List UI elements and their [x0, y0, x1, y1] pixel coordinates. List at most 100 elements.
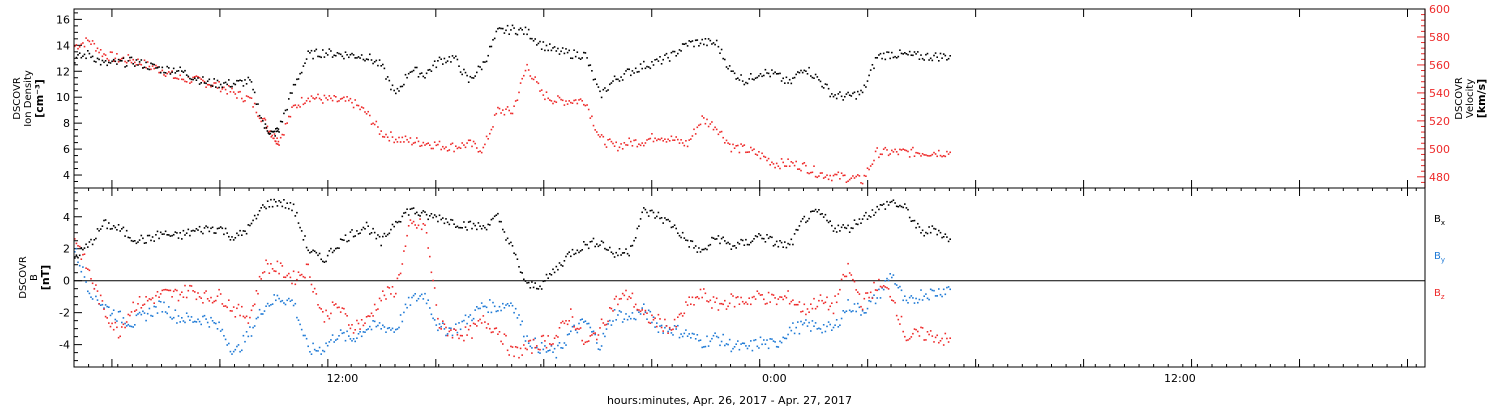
velocity-point — [393, 141, 395, 144]
bz-point — [620, 297, 622, 300]
density-point — [344, 51, 347, 53]
bz-point — [894, 301, 896, 304]
bz-point — [242, 315, 245, 318]
velocity-point — [643, 144, 645, 147]
by-point — [907, 302, 909, 304]
bz-point — [485, 327, 488, 329]
velocity-point — [241, 97, 243, 100]
bz-point — [453, 328, 455, 330]
by-point — [688, 333, 690, 335]
bz-point — [766, 302, 768, 305]
by-point — [918, 298, 921, 301]
velocity-point — [145, 66, 147, 69]
velocity-point — [158, 71, 160, 74]
density-point — [307, 50, 309, 52]
density-point — [169, 73, 172, 75]
by-point — [78, 264, 81, 267]
density-point — [615, 78, 617, 81]
bx-point — [404, 211, 407, 214]
density-point — [414, 66, 416, 69]
bx-point — [176, 232, 178, 234]
by-point — [91, 298, 94, 300]
density-point — [839, 91, 841, 93]
density-point — [592, 78, 595, 81]
by-point — [223, 335, 225, 337]
bz-point — [489, 327, 491, 330]
velocity-point — [626, 144, 629, 146]
bz-point — [278, 272, 280, 275]
by-point — [633, 317, 635, 320]
bz-point — [558, 327, 561, 329]
bx-point — [312, 249, 314, 252]
velocity-point — [873, 159, 875, 162]
bx-point — [681, 231, 684, 234]
by-point — [378, 322, 381, 324]
velocity-point — [446, 150, 449, 152]
bz-point — [257, 292, 259, 295]
bz-point — [417, 224, 420, 227]
velocity-point — [741, 145, 744, 147]
bx-point — [803, 215, 806, 218]
by-point — [508, 305, 510, 307]
velocity-point — [216, 87, 219, 89]
by-point — [373, 320, 376, 323]
by-point — [430, 313, 433, 316]
density-point — [451, 55, 454, 57]
bx-point — [672, 226, 674, 228]
by-point — [717, 336, 720, 339]
by-point — [249, 326, 251, 328]
velocity-point — [947, 153, 950, 155]
velocity-point — [792, 162, 794, 164]
bz-point — [98, 303, 100, 305]
bx-point — [242, 230, 245, 232]
density-point — [427, 69, 429, 71]
bz-point — [309, 276, 311, 278]
density-point — [223, 82, 225, 84]
bx-point — [249, 224, 251, 227]
density-point — [273, 130, 276, 133]
bx-point — [834, 227, 836, 230]
bx-point — [77, 256, 79, 259]
velocity-point — [77, 47, 79, 50]
velocity-point — [871, 163, 874, 165]
bz-point — [458, 337, 460, 340]
velocity-point — [137, 58, 139, 61]
velocity-point — [399, 141, 402, 143]
density-point — [917, 51, 919, 53]
velocity-point — [647, 138, 650, 140]
by-point — [831, 329, 833, 331]
bz-point — [850, 274, 853, 276]
bx-point — [821, 213, 823, 215]
by-point — [171, 318, 173, 320]
by-point — [492, 301, 494, 304]
bx-point — [715, 238, 718, 240]
bz-point — [912, 332, 914, 335]
bx-point — [641, 211, 643, 214]
velocity-point — [365, 113, 368, 115]
velocity-point — [628, 137, 630, 140]
velocity-point — [785, 165, 788, 167]
velocity-point — [83, 45, 86, 48]
left-tick-label: 10 — [56, 91, 70, 104]
velocity-point — [618, 146, 621, 149]
velocity-point — [210, 85, 212, 88]
bx-point — [283, 199, 285, 201]
density-point — [706, 44, 708, 47]
velocity-point — [208, 84, 211, 86]
left-axis-title: DSCOVR Ion Density [cm⁻³] — [12, 70, 46, 127]
velocity-point — [348, 99, 350, 102]
bx-point — [373, 231, 376, 234]
density-point — [122, 57, 125, 59]
velocity-point — [181, 78, 183, 81]
bz-point — [745, 301, 747, 304]
bz-point — [323, 321, 326, 323]
velocity-point — [866, 167, 869, 169]
velocity-point — [485, 135, 488, 138]
velocity-point — [704, 122, 707, 125]
density-point — [255, 103, 258, 105]
density-point — [108, 61, 110, 64]
density-point — [364, 59, 366, 62]
bz-point — [263, 271, 266, 273]
bx-point — [690, 240, 692, 242]
bx-point — [847, 224, 849, 227]
